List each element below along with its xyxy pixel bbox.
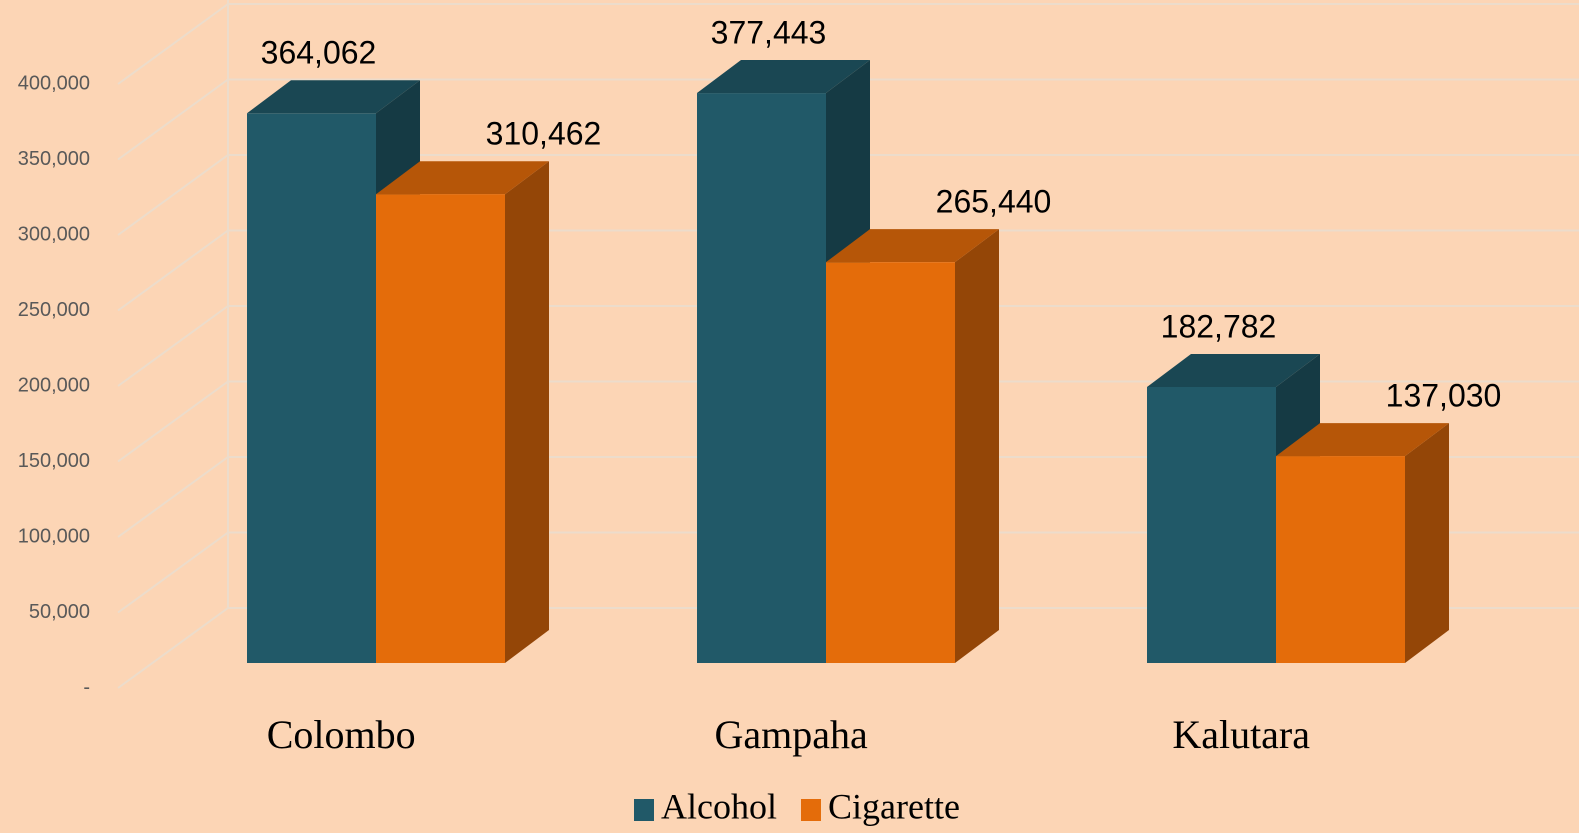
bar-top (1276, 423, 1449, 457)
y-tick-label: 50,000 (29, 601, 90, 623)
bar-front (1276, 456, 1405, 663)
bar-front (1147, 386, 1276, 663)
legend-swatch (800, 799, 821, 821)
legend-label: Cigarette (828, 786, 960, 826)
x-tick-label: Gampaha (715, 712, 869, 757)
data-label: 310,462 (486, 116, 602, 152)
bar (376, 161, 549, 663)
y-tick-label: 200,000 (18, 374, 90, 396)
bar-top (697, 60, 870, 94)
data-label: 182,782 (1161, 308, 1277, 344)
bar-top (1147, 353, 1320, 387)
y-tick-label: 250,000 (18, 299, 90, 321)
data-label: 265,440 (936, 184, 1052, 220)
bar-top (376, 161, 549, 195)
y-tick-label: 300,000 (18, 223, 90, 245)
legend-label: Alcohol (661, 786, 777, 826)
y-tick-label: - (83, 676, 90, 698)
x-tick-label: Kalutara (1172, 712, 1310, 757)
bar-front (376, 194, 505, 663)
bar-front (247, 113, 376, 664)
bar-side (1405, 423, 1449, 663)
bar-front (826, 262, 955, 663)
bar-side (955, 229, 999, 663)
bar (826, 229, 999, 663)
data-label: 364,062 (261, 35, 377, 71)
bar-side (505, 161, 549, 663)
bar (1276, 423, 1449, 663)
y-tick-label: 350,000 (18, 148, 90, 170)
y-tick-label: 400,000 (18, 72, 90, 94)
data-label: 137,030 (1386, 378, 1502, 414)
x-tick-label: Colombo (267, 712, 416, 757)
legend-swatch (634, 799, 654, 821)
data-label: 377,443 (711, 15, 827, 51)
y-tick-label: 150,000 (18, 450, 90, 472)
bar-front (697, 93, 826, 663)
bar-top (826, 229, 999, 263)
bar-top (247, 80, 420, 114)
y-tick-label: 100,000 (18, 525, 90, 547)
